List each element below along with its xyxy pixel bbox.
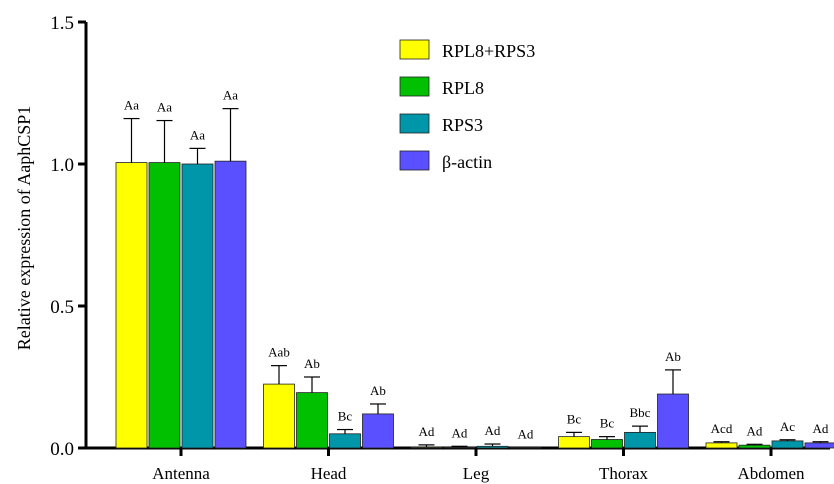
data-label: Ad [452, 425, 468, 440]
data-label: Bc [567, 411, 582, 426]
legend-swatch [399, 39, 430, 60]
bar [509, 447, 542, 449]
bar [591, 439, 623, 449]
bar [624, 431, 656, 449]
data-label: Bc [600, 416, 615, 431]
data-label: Bbc [630, 405, 651, 420]
data-label: Ab [665, 349, 681, 364]
legend-label: RPS3 [442, 115, 483, 135]
data-label: Ab [304, 356, 320, 371]
bar [362, 413, 394, 449]
data-label: Ac [780, 419, 795, 434]
bar [410, 446, 443, 449]
bar [115, 162, 148, 449]
bar [443, 447, 476, 449]
bar [181, 163, 214, 449]
x-tick-label: Thorax [599, 464, 649, 483]
data-label: Aa [223, 88, 238, 103]
legend-swatch [399, 150, 430, 171]
data-label: Ad [813, 421, 829, 436]
data-label: Aab [268, 345, 290, 360]
x-tick-label: Abdomen [737, 464, 805, 483]
data-label: Ad [419, 424, 435, 439]
bar [705, 442, 738, 449]
bar [804, 442, 834, 449]
bar [296, 392, 328, 449]
bar [738, 444, 771, 449]
x-tick-label: Leg [463, 464, 490, 483]
bar [214, 160, 247, 449]
y-tick-label: 0.0 [50, 439, 74, 460]
bar [148, 162, 181, 449]
data-label: Aa [190, 127, 205, 142]
y-tick-label: 1.5 [50, 13, 74, 34]
x-tick-label: Antenna [152, 464, 210, 483]
legend-label: RPL8 [442, 78, 484, 98]
data-label: Ad [747, 423, 763, 438]
legend-label: β-actin [442, 152, 492, 172]
bar [657, 393, 689, 449]
legend-swatch [399, 113, 430, 134]
y-tick-label: 0.5 [50, 297, 74, 318]
legend: RPL8+RPS3 RPL8 RPS3 β-actin [399, 39, 535, 172]
data-label: Aa [124, 98, 139, 113]
legend-label: RPL8+RPS3 [442, 41, 535, 61]
data-label: Ab [370, 383, 386, 398]
bar [771, 440, 804, 449]
legend-swatch [399, 76, 430, 97]
bar [476, 445, 509, 449]
bar [558, 436, 590, 449]
data-label: Acd [711, 421, 733, 436]
data-label: Ad [485, 423, 501, 438]
x-tick-label: Head [311, 464, 347, 483]
bars: Aa Aa Aa Aa Aab Ab Bc Ab Ad Ad Ad Ad Bc Bc Bbc Ab Acd Ad A… [115, 88, 834, 449]
data-label: Ad [518, 426, 534, 441]
bar [263, 383, 295, 449]
bar [329, 433, 361, 449]
y-axis-label: Relative expression of AaphCSP1 [14, 106, 34, 350]
y-tick-label: 1.0 [50, 155, 74, 176]
data-label: Bc [338, 409, 353, 424]
data-label: Aa [157, 100, 172, 115]
